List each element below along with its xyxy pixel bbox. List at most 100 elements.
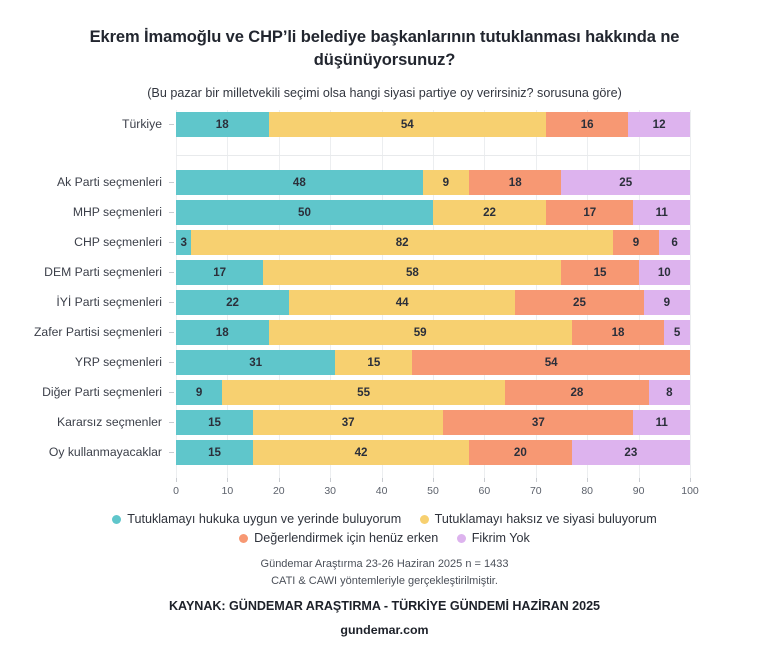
axis-tick-dash	[169, 332, 174, 333]
bar-segment[interactable]: 17	[546, 200, 634, 225]
footer: Gündemar Araştırma 23-26 Haziran 2025 n …	[0, 556, 769, 637]
x-tick-label: 30	[324, 485, 337, 497]
bar-segment[interactable]: 54	[412, 350, 690, 375]
axis-tick-dash	[169, 422, 174, 423]
bar-segment[interactable]: 8	[648, 380, 690, 405]
bar-segment[interactable]: 42	[253, 440, 469, 465]
x-tick-mark	[227, 478, 229, 482]
bar-segment[interactable]: 10	[638, 260, 690, 285]
legend-item-2[interactable]: Değerlendirmek için henüz erken	[239, 529, 438, 548]
gridline-100	[690, 110, 691, 478]
bar-segment[interactable]: 23	[571, 440, 690, 465]
footer-note-line-2: CATI & CAWI yöntemleriyle gerçekleştiril…	[271, 575, 498, 587]
bar-segment[interactable]: 12	[628, 112, 690, 137]
bar-segment[interactable]: 16	[546, 112, 629, 137]
bar-segment[interactable]: 18	[571, 320, 665, 345]
axis-tick-dash	[169, 242, 174, 243]
x-tick-mark	[484, 478, 486, 482]
legend-dot-icon-0	[112, 515, 122, 524]
bar-segment[interactable]: 48	[176, 170, 423, 195]
bar-segment[interactable]: 18	[176, 320, 269, 345]
bar-segment[interactable]: 50	[176, 200, 433, 225]
bar-row: 18 54 16 12	[176, 112, 690, 137]
bar-segment[interactable]: 25	[515, 290, 644, 315]
bar-segment[interactable]: 20	[468, 440, 572, 465]
bar-segment[interactable]: 37	[253, 410, 444, 435]
category-label: MHP seçmenleri	[72, 205, 162, 219]
bar-segment[interactable]: 15	[335, 350, 413, 375]
bar-row: 15 37 37 11	[176, 410, 690, 435]
bar-segment[interactable]: 59	[268, 320, 572, 345]
legend-label-3: Fikrim Yok	[471, 531, 530, 545]
footer-website[interactable]: gundemar.com	[340, 623, 429, 637]
x-tick-label: 90	[632, 485, 645, 497]
legend-dot-icon-2	[239, 534, 249, 543]
category-label: YRP seçmenleri	[74, 355, 162, 369]
bar-segment[interactable]: 11	[633, 410, 690, 435]
bar-segment[interactable]: 15	[176, 410, 254, 435]
plot-area: 18 54 16 12 48 9 18 25 50 22 17 11 3 82 9 6 17 58 15 10 22 44…	[176, 110, 691, 478]
x-tick-label: 0	[173, 485, 179, 497]
bar-rows: 18 54 16 12 48 9 18 25 50 22 17 11 3 82 9 6 17 58 15 10 22 44…	[176, 110, 690, 478]
legend-item-0[interactable]: Tutuklamayı hukuka uygun ve yerinde bulu…	[112, 510, 401, 529]
axis-tick-dash	[169, 452, 174, 453]
legend-label-0: Tutuklamayı hukuka uygun ve yerinde bulu…	[127, 512, 402, 526]
bar-segment[interactable]: 5	[664, 320, 690, 345]
row-separator-line	[176, 155, 690, 156]
bar-segment[interactable]: 22	[433, 200, 547, 225]
axis-tick-dash	[169, 362, 174, 363]
x-tick-mark	[330, 478, 332, 482]
x-axis: 0 10 20 30 40 50 60 70 80 90 100	[173, 478, 699, 504]
bar-segment[interactable]: 6	[659, 230, 690, 255]
bar-row: 18 59 18 5	[176, 320, 690, 345]
legend-label-2: Değerlendirmek için henüz erken	[254, 531, 439, 545]
legend: Tutuklamayı hukuka uygun ve yerinde bulu…	[0, 510, 769, 548]
legend-item-1[interactable]: Tutuklamayı haksız ve siyasi buluyorum	[419, 510, 657, 529]
bar-row: 15 42 20 23	[176, 440, 690, 465]
x-tick-label: 70	[529, 485, 542, 497]
x-tick-label: 100	[681, 485, 699, 497]
category-label: Diğer Parti seçmenleri	[42, 385, 162, 399]
category-label: Ak Parti seçmenleri	[57, 175, 162, 189]
bar-segment[interactable]: 17	[176, 260, 264, 285]
bar-segment[interactable]: 3	[176, 230, 192, 255]
bar-segment[interactable]: 11	[633, 200, 690, 225]
bar-segment[interactable]: 28	[504, 380, 649, 405]
bar-segment[interactable]: 15	[176, 440, 254, 465]
bar-row: 48 9 18 25	[176, 170, 690, 195]
legend-line-1: Tutuklamayı hukuka uygun ve yerinde bulu…	[0, 510, 769, 529]
bar-segment[interactable]: 18	[468, 170, 562, 195]
bar-segment[interactable]: 82	[191, 230, 613, 255]
bar-row: 22 44 25 9	[176, 290, 690, 315]
bar-segment[interactable]: 25	[561, 170, 690, 195]
category-label: CHP seçmenleri	[74, 235, 162, 249]
bar-segment[interactable]: 9	[422, 170, 469, 195]
axis-tick-dash	[169, 392, 174, 393]
legend-item-3[interactable]: Fikrim Yok	[456, 529, 530, 548]
bar-segment[interactable]: 18	[176, 112, 269, 137]
axis-tick-dash	[169, 302, 174, 303]
bar-segment[interactable]: 15	[561, 260, 639, 285]
bar-segment[interactable]: 22	[176, 290, 290, 315]
axis-tick-dash	[169, 272, 174, 273]
bar-segment[interactable]: 54	[268, 112, 547, 137]
bar-row: 50 22 17 11	[176, 200, 690, 225]
x-tick-mark	[381, 478, 383, 482]
x-tick-label: 10	[221, 485, 234, 497]
bar-segment[interactable]: 31	[176, 350, 336, 375]
bar-row: 17 58 15 10	[176, 260, 690, 285]
axis-tick-dash	[169, 124, 174, 125]
category-label: Kararsız seçmenler	[57, 415, 162, 429]
bar-segment[interactable]: 9	[643, 290, 690, 315]
bar-segment[interactable]: 58	[263, 260, 562, 285]
bar-segment[interactable]: 9	[612, 230, 660, 255]
bar-segment[interactable]: 44	[289, 290, 516, 315]
x-tick-label: 80	[581, 485, 594, 497]
legend-dot-icon-3	[456, 534, 466, 543]
x-tick-mark	[278, 478, 280, 482]
bar-segment[interactable]: 9	[176, 380, 223, 405]
bar-segment[interactable]: 37	[443, 410, 634, 435]
bar-segment[interactable]: 55	[222, 380, 505, 405]
bar-row: 3 82 9 6	[176, 230, 690, 255]
